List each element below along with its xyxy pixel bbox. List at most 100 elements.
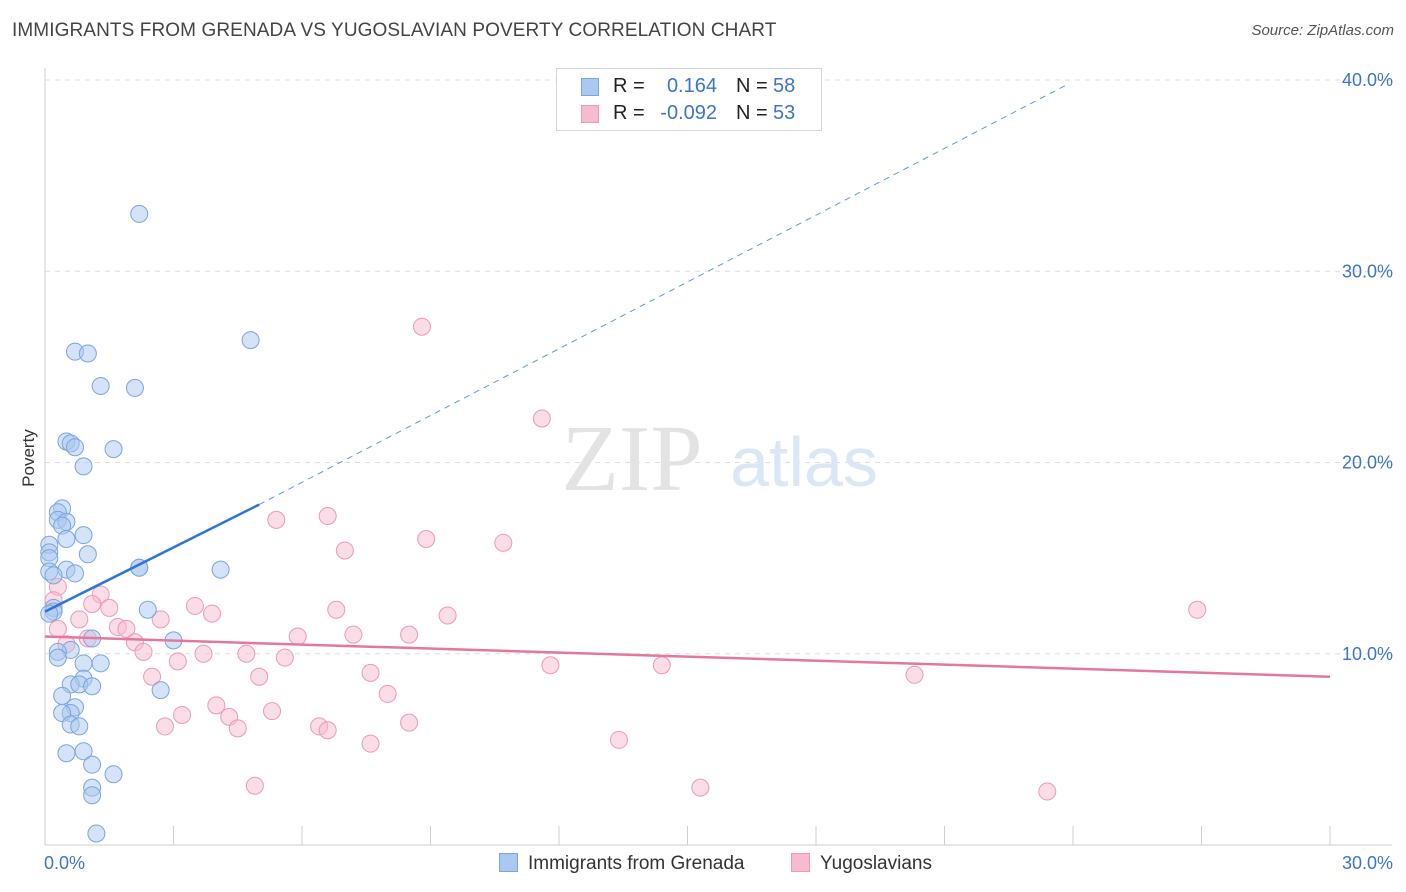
- blue-point: [91, 654, 110, 673]
- y-tick-label: 40.0%: [1342, 70, 1393, 90]
- pink-point: [652, 656, 671, 675]
- y-tick-labels: 10.0% 20.0% 30.0% 40.0%: [1342, 70, 1393, 664]
- y-tick-label: 30.0%: [1342, 261, 1393, 281]
- legend-label-pink: Yugoslavians: [820, 853, 932, 874]
- pink-point: [412, 317, 431, 336]
- pink-point: [168, 652, 187, 671]
- pink-point: [185, 596, 204, 615]
- blue-point: [74, 526, 93, 545]
- n-value: 58: [773, 75, 796, 97]
- pink-point: [400, 625, 419, 644]
- trend-lines: [44, 83, 1331, 678]
- watermark-zip: ZIP: [562, 407, 703, 511]
- pink-point: [400, 713, 419, 732]
- pink-points: [44, 317, 1207, 801]
- chart-title: IMMIGRANTS FROM GRENADA VS YUGOSLAVIAN P…: [12, 20, 777, 41]
- n-label: N =: [736, 102, 768, 124]
- pink-point: [288, 627, 307, 646]
- r-label: R =: [613, 75, 645, 97]
- legend-item-pink[interactable]: Yugoslavians: [791, 853, 932, 877]
- legend-item-blue[interactable]: Immigrants from Grenada: [499, 853, 744, 877]
- pink-point: [117, 619, 136, 638]
- pink-point: [378, 684, 397, 703]
- pink-point: [203, 604, 222, 623]
- blue-point: [104, 765, 123, 784]
- x-tick-label-max: 30.0%: [1342, 853, 1393, 873]
- pink-point: [250, 667, 269, 686]
- pink-point: [1038, 782, 1057, 801]
- blue-point: [241, 331, 260, 350]
- pink-point: [83, 595, 102, 614]
- source-label: Source: ZipAtlas.com: [1251, 22, 1394, 39]
- blue-point: [83, 786, 102, 805]
- n-value: 53: [773, 102, 796, 124]
- pink-point: [143, 667, 162, 686]
- pink-point: [263, 702, 282, 721]
- legend-label-blue: Immigrants from Grenada: [528, 853, 745, 874]
- blue-point: [78, 545, 97, 564]
- pink-point: [173, 705, 192, 724]
- blue-point: [91, 377, 110, 395]
- pink-point: [417, 530, 436, 548]
- pink-point: [207, 696, 226, 715]
- pink-point: [327, 600, 346, 619]
- blue-point: [40, 604, 59, 623]
- blue-point: [83, 755, 102, 774]
- pink-legend-swatch: [791, 853, 810, 872]
- blue-point: [125, 378, 144, 397]
- pink-point: [438, 606, 457, 625]
- axes: [44, 68, 1392, 846]
- pink-point: [70, 610, 89, 629]
- pink-point: [335, 541, 354, 560]
- blue-point: [74, 457, 93, 476]
- r-value: 0.164: [666, 75, 717, 97]
- pink-point: [494, 533, 513, 552]
- n-label: N =: [736, 75, 768, 97]
- y-tick-label: 10.0%: [1342, 644, 1393, 664]
- r-label: R =: [613, 102, 645, 124]
- blue-point: [87, 824, 106, 843]
- blue-point: [57, 530, 76, 548]
- stats-box: R = 0.164 N = 58 R = -0.092 N = 53: [556, 68, 822, 131]
- pink-point: [267, 510, 286, 529]
- pink-point: [609, 730, 628, 749]
- blue-point: [65, 564, 84, 583]
- pink-point: [691, 778, 710, 797]
- pink-point: [151, 610, 170, 629]
- blue-point: [130, 204, 149, 223]
- y-axis-label: Poverty: [19, 429, 38, 487]
- pink-point: [361, 663, 380, 682]
- blue-legend-swatch: [499, 853, 518, 872]
- blue-points: [40, 204, 260, 843]
- blue-point: [74, 654, 93, 673]
- r-value: -0.092: [660, 102, 717, 124]
- x-tick-label-min: 0.0%: [44, 853, 85, 873]
- pink-point: [318, 507, 337, 526]
- blue-point: [78, 344, 97, 363]
- pink-point: [1188, 600, 1207, 619]
- gridlines: [45, 79, 1392, 655]
- pink-point: [905, 665, 924, 684]
- blue-swatch: [581, 78, 599, 96]
- blue-point: [57, 744, 76, 763]
- pink-swatch: [581, 105, 599, 123]
- blue-trend-extension: [258, 83, 1069, 506]
- pink-point: [134, 642, 153, 661]
- blue-point: [151, 681, 170, 700]
- blue-point: [211, 560, 230, 579]
- pink-point: [194, 644, 213, 663]
- pink-point: [228, 719, 247, 738]
- pink-point: [361, 734, 380, 753]
- pink-point: [344, 625, 363, 644]
- pink-point: [245, 776, 264, 795]
- pink-point: [155, 717, 174, 736]
- blue-point: [70, 717, 89, 736]
- pink-point: [100, 598, 119, 617]
- pink-point: [532, 409, 551, 428]
- blue-point: [48, 648, 67, 667]
- pink-point: [48, 619, 67, 638]
- blue-point: [65, 438, 84, 457]
- blue-point: [138, 600, 157, 619]
- pink-trend-line: [44, 635, 1331, 678]
